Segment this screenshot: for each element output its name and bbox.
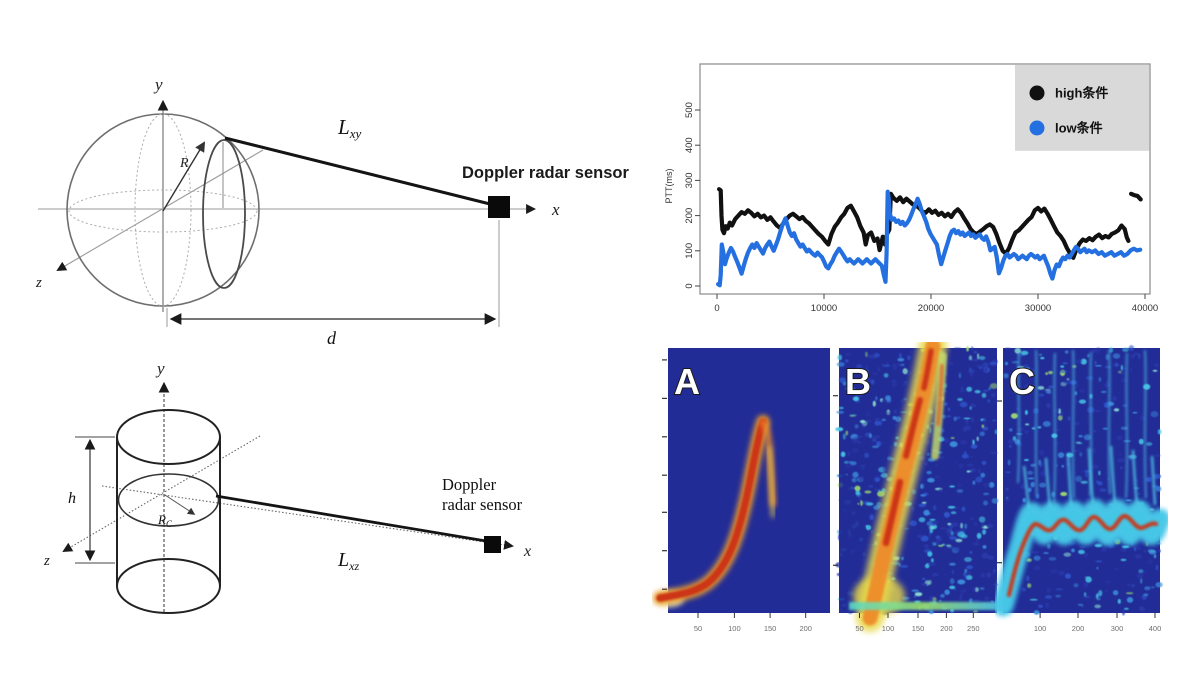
- y-axis-label: y: [155, 359, 165, 378]
- x-tick-label: 200: [799, 624, 812, 633]
- sphere-cross-section-circle: [202, 139, 246, 289]
- chart-series: [715, 187, 1143, 288]
- cylinder-top-ellipse: [116, 409, 221, 465]
- legend-dot-1: [1029, 120, 1045, 136]
- z-axis-line: [56, 149, 264, 272]
- y-axis-title: PTT(ms): [664, 169, 674, 204]
- x-tick-label: 100: [728, 624, 741, 633]
- spectrogram-panel-a: 50 100 150 200 A: [653, 348, 830, 633]
- beam-label-lxz: Lxz: [337, 549, 359, 573]
- y-tick-label: 300: [684, 172, 695, 188]
- ptt-line-chart: 0 10000 20000 30000 40000 0 100 200 300 400 500 hi…: [664, 63, 1158, 314]
- cylinder-radius-arrow: [164, 494, 196, 515]
- legend-dot-0: [1029, 85, 1045, 101]
- x-tick-label: 300: [1111, 624, 1124, 633]
- x-tick-label: 100: [1034, 624, 1047, 633]
- x-tick-label: 20000: [918, 303, 944, 314]
- band-spikes: [1022, 445, 1157, 509]
- radar-geometry-diagrams: R Lxy Doppler radar sensor x y z d y z x…: [35, 75, 629, 614]
- sensor-label: Doppler radar sensor: [462, 164, 629, 182]
- sensor-label-line1: Doppler: [442, 475, 497, 494]
- height-label: h: [68, 490, 76, 507]
- z-axis-label: z: [35, 275, 42, 291]
- x-tick-label: 150: [764, 624, 777, 633]
- chart-axes: 0 10000 20000 30000 40000 0 100 200 300 400 500: [684, 102, 1158, 314]
- x-axis-label: x: [551, 200, 560, 219]
- x-tick-label: 200: [1072, 624, 1085, 633]
- radar-sensor-square: [484, 536, 501, 553]
- x-tick-label: 100: [882, 624, 895, 633]
- y-tick-label: 500: [684, 102, 695, 118]
- x-tick-label: 400: [1149, 624, 1162, 633]
- x-axis-line: [101, 485, 514, 550]
- y-tick-label: 100: [684, 243, 695, 259]
- beam-line-lxy: [224, 136, 491, 206]
- y-tick-label: 0: [684, 283, 695, 288]
- spectrogram-panel-c: 100 200 300 400 C: [995, 345, 1168, 633]
- sphere-diagram: R Lxy Doppler radar sensor x y z d: [35, 75, 629, 348]
- legend-box: [1015, 64, 1150, 151]
- panel-b-ticks: 50 100 150 200 250: [833, 395, 980, 633]
- bottom-band: [849, 602, 997, 610]
- x-tick-label: 10000: [811, 303, 837, 314]
- beam-label-lxy: Lxy: [337, 115, 361, 141]
- y-axis-label: y: [153, 75, 163, 94]
- panel-a-ticks: 50 100 150 200: [662, 359, 812, 633]
- legend-label-1: low条件: [1055, 121, 1103, 136]
- radar-sensor-square: [488, 196, 510, 218]
- x-tick-label: 50: [694, 624, 702, 633]
- panel-c-ticks: 100 200 300 400: [997, 400, 1162, 633]
- series-low条件: [715, 189, 1143, 288]
- x-tick-label: 150: [912, 624, 925, 633]
- series-high条件: [1129, 191, 1143, 202]
- cylinder-mid-circle: [117, 473, 220, 527]
- spectrogram-panel-b: 50 100 150 200 250 B: [833, 342, 999, 633]
- radius-label: R: [179, 156, 189, 171]
- sphere-meridian: [134, 113, 192, 307]
- z-axis-line: [62, 435, 261, 553]
- x-tick-label: 30000: [1025, 303, 1051, 314]
- z-axis-label: z: [43, 553, 50, 569]
- cylinder-diagram: y z x h RC Lxz Doppler radar sensor: [43, 359, 531, 614]
- x-tick-label: 0: [714, 303, 719, 314]
- chirp-ridge: [653, 415, 776, 607]
- x-axis-label: x: [523, 543, 531, 560]
- x-tick-label: 250: [967, 624, 980, 633]
- hot-ridge: [853, 342, 947, 632]
- sphere-equator: [68, 189, 258, 233]
- legend-label-0: high条件: [1055, 86, 1108, 101]
- radius-arrow: [162, 141, 206, 212]
- x-tick-label: 200: [940, 624, 953, 633]
- cylinder-bottom-ellipse: [116, 558, 221, 614]
- panel-c-letter: C: [1009, 361, 1035, 402]
- x-tick-label: 40000: [1132, 303, 1158, 314]
- cylinder-radius-label: RC: [157, 512, 173, 529]
- distance-label: d: [327, 328, 337, 348]
- panel-b-letter: B: [845, 361, 871, 402]
- y-tick-label: 400: [684, 137, 695, 153]
- wavy-hot-band: [995, 509, 1168, 615]
- beam-line-lxz: [215, 494, 487, 543]
- sensor-label-line2: radar sensor: [442, 495, 523, 514]
- x-tick-label: 50: [855, 624, 863, 633]
- y-tick-label: 200: [684, 208, 695, 224]
- chart-legend: high条件 low条件: [1015, 64, 1150, 151]
- panel-a-letter: A: [674, 361, 700, 402]
